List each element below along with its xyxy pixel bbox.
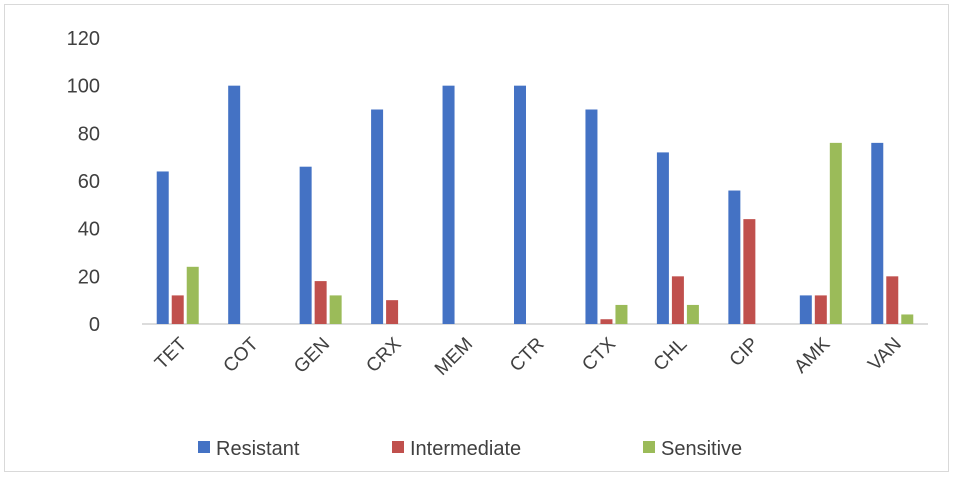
legend: Resistant Intermediate Sensitive <box>198 438 742 460</box>
bar-intermediate-tet <box>171 295 184 324</box>
y-tick-label: 60 <box>78 171 100 193</box>
bar-sensitive-gen <box>329 295 342 324</box>
bar-resistant-amk <box>799 295 812 324</box>
bar-sensitive-tet <box>186 266 199 324</box>
bar-sensitive-van <box>901 314 914 324</box>
bar-resistant-cip <box>728 190 741 324</box>
x-category-label: AMK <box>790 333 834 377</box>
x-category-label: CIP <box>726 334 763 371</box>
bar-resistant-crx <box>371 109 384 324</box>
y-tick-label: 40 <box>78 219 100 241</box>
bar-intermediate-ctx <box>600 319 613 324</box>
bar-resistant-van <box>871 142 884 324</box>
bar-intermediate-cip <box>743 219 756 324</box>
x-category-label: MEM <box>431 334 477 380</box>
bar-resistant-gen <box>299 166 312 324</box>
bar-resistant-ctr <box>514 85 526 325</box>
x-category-label: TET <box>151 333 192 374</box>
bar-sensitive-chl <box>686 304 699 324</box>
y-tick-label: 120 <box>67 28 100 50</box>
bars <box>156 85 914 325</box>
bar-sensitive-ctx <box>615 304 628 324</box>
bar-intermediate-amk <box>814 295 827 324</box>
x-category-label: CHL <box>650 334 692 376</box>
legend-swatch-resistant <box>198 441 210 453</box>
y-tick-label: 20 <box>78 266 100 288</box>
legend-label: Resistant <box>216 438 300 460</box>
y-tick-label: 0 <box>89 314 100 336</box>
bar-resistant-cot <box>228 85 241 325</box>
legend-swatch-intermediate <box>392 441 404 453</box>
legend-swatch-sensitive <box>643 441 655 453</box>
bar-intermediate-van <box>886 276 899 324</box>
y-axis-ticks: 0 20 40 60 80 100 120 <box>67 28 100 336</box>
x-category-label: GEN <box>290 334 334 378</box>
bar-resistant-ctx <box>585 109 598 324</box>
legend-label: Sensitive <box>661 438 742 460</box>
x-category-label: CTX <box>578 333 620 375</box>
x-category-label: CRX <box>362 333 405 376</box>
bar-resistant-tet <box>156 171 169 324</box>
legend-label: Intermediate <box>410 438 521 460</box>
x-category-label: VAN <box>864 334 905 375</box>
bar-resistant-chl <box>656 152 669 324</box>
y-tick-label: 100 <box>67 76 100 98</box>
bar-intermediate-crx <box>386 300 399 324</box>
x-category-label: COT <box>220 333 263 376</box>
bar-intermediate-chl <box>671 276 684 324</box>
bar-intermediate-gen <box>314 281 327 324</box>
bar-sensitive-amk <box>829 142 842 324</box>
x-category-label: CTR <box>506 334 548 376</box>
x-axis-categories: TET COT GEN CRX MEM CTR CTX CHL CIP AMK VAN <box>151 333 906 379</box>
y-tick-label: 80 <box>78 123 100 145</box>
bar-resistant-mem <box>442 85 455 325</box>
